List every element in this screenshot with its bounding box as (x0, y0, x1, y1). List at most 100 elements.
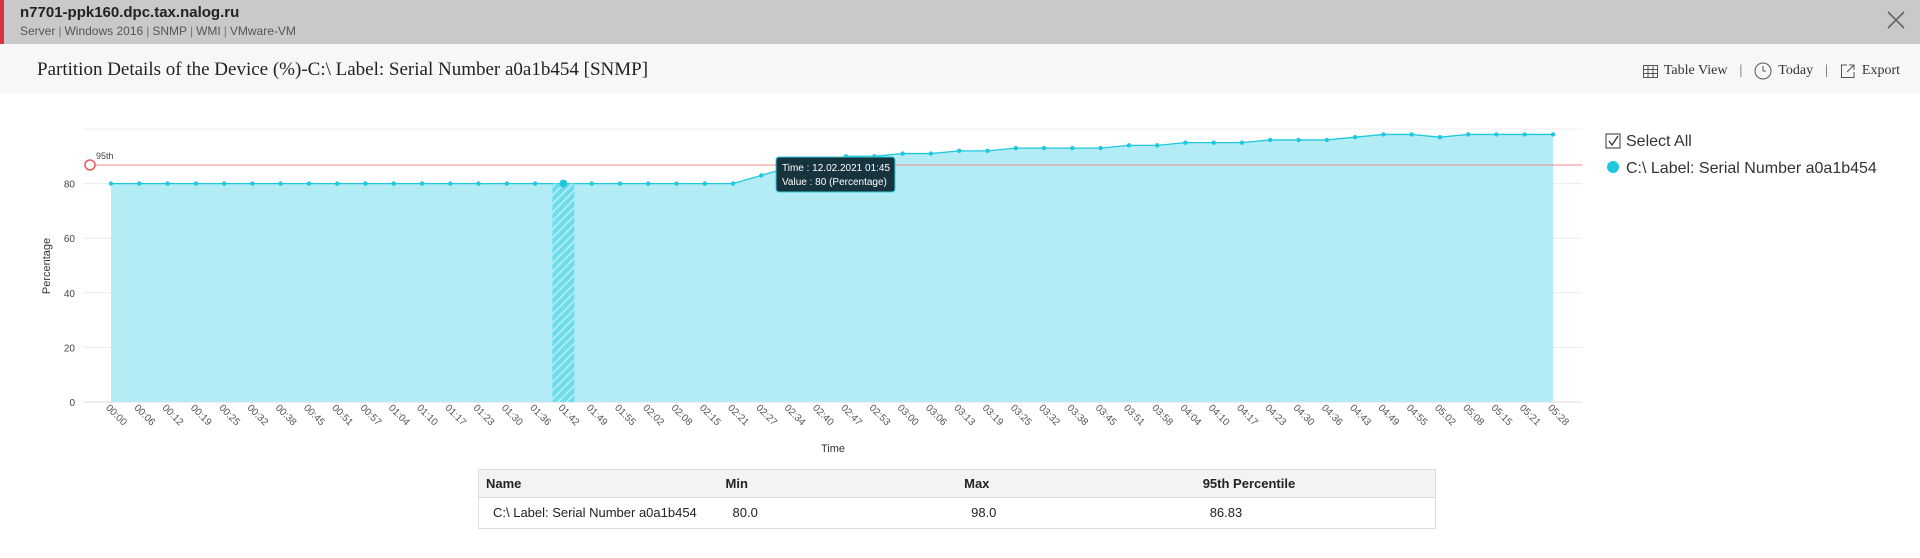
y-tick-label: 60 (64, 234, 76, 245)
data-point (759, 173, 764, 178)
y-tick-label: 0 (69, 398, 75, 409)
x-tick-label: 03:45 (1093, 403, 1119, 429)
column-header: Max (957, 469, 1196, 498)
x-tick-label: 00:19 (188, 403, 214, 429)
y-tick-label: 20 (64, 343, 76, 354)
reference-marker (84, 159, 96, 171)
device-tag: Windows 2016 (64, 24, 144, 38)
x-tick-label: 03:06 (923, 403, 949, 429)
clock-icon (1754, 62, 1772, 80)
tooltip-line: Value : 80 (Percentage) (782, 177, 887, 188)
x-tick-label: 01:04 (386, 403, 412, 429)
data-point (702, 181, 707, 186)
data-point (617, 181, 623, 186)
data-point (448, 181, 453, 186)
export-button[interactable]: Export (1840, 63, 1900, 79)
table-cell: 80.0 (732, 505, 758, 520)
data-point (1381, 132, 1386, 137)
data-point (1352, 134, 1358, 140)
x-tick-label: 05:28 (1545, 403, 1571, 429)
today-label: Today (1778, 63, 1814, 78)
x-tick-label: 03:51 (1121, 403, 1147, 429)
table-view-button[interactable]: Table View (1642, 63, 1728, 79)
data-point (532, 181, 538, 186)
x-tick-label: 04:10 (1206, 403, 1232, 429)
tag-separator: | (146, 24, 150, 38)
hover-band (552, 183, 575, 402)
device-tag: WMI (196, 24, 221, 38)
x-tick-label: 01:10 (414, 403, 440, 429)
x-tick-label: 03:00 (895, 403, 921, 429)
data-point (1070, 145, 1075, 151)
data-point (165, 181, 170, 186)
x-tick-label: 00:32 (245, 403, 271, 429)
device-tag: VMware-VM (229, 24, 296, 38)
x-tick-label: 01:23 (471, 403, 497, 429)
x-tick-label: 01:42 (556, 403, 582, 429)
chart-title: Partition Details of the Device (%)-C:\ … (37, 59, 649, 80)
legend-label: C:\ Label: Serial Number a0a1b454 (1626, 160, 1877, 177)
today-button[interactable]: Today (1754, 62, 1813, 80)
table-cell: C:\ Label: Serial Number a0a1b454 (493, 505, 697, 520)
data-point (1465, 132, 1471, 137)
close-button[interactable] (1886, 10, 1906, 30)
column-header: Min (718, 469, 958, 498)
table-cell: 86.83 (1209, 505, 1243, 520)
tag-separator: | (189, 24, 194, 38)
x-tick-label: 05:08 (1460, 403, 1486, 429)
area (111, 134, 1553, 402)
data-point (306, 181, 312, 186)
data-point (957, 148, 962, 154)
x-tick-label: 04:17 (1234, 403, 1260, 429)
x-tick-label: 00:57 (358, 403, 384, 429)
x-tick-label: 01:49 (584, 403, 610, 429)
data-point (1437, 134, 1443, 140)
data-point (1522, 132, 1527, 137)
table-cell: 98.0 (971, 505, 997, 520)
x-tick-label: 04:49 (1376, 403, 1402, 429)
x-tick-label: 03:13 (951, 403, 977, 429)
export-label: Export (1861, 63, 1900, 78)
data-point (559, 179, 568, 188)
separator: | (1825, 63, 1828, 78)
x-tick-label: 00:45 (301, 403, 327, 429)
data-point (391, 181, 396, 186)
export-icon (1840, 64, 1855, 78)
x-axis-label: Time (821, 443, 845, 455)
x-tick-label: 02:47 (838, 403, 864, 429)
x-tick-label: 03:58 (1149, 403, 1175, 429)
tag-separator: | (223, 24, 227, 38)
device-tag: SNMP (152, 24, 187, 38)
data-point (137, 181, 142, 186)
x-tick-label: 04:23 (1262, 403, 1288, 429)
reference-label: 95th (96, 151, 114, 161)
x-tick-label: 00:51 (329, 403, 355, 429)
y-tick-label: 80 (64, 180, 76, 191)
data-point (985, 148, 990, 154)
data-point (419, 181, 425, 186)
legend-marker (1607, 161, 1619, 173)
x-tick-label: 04:55 (1404, 403, 1430, 429)
device-tags: Server | Windows 2016 | SNMP | WMI | VMware-VM (20, 24, 296, 38)
x-tick-label: 05:02 (1432, 403, 1458, 429)
data-point (1296, 137, 1301, 143)
data-point (730, 181, 736, 186)
x-tick-label: 04:43 (1347, 403, 1373, 429)
x-tick-label: 04:36 (1319, 403, 1345, 429)
separator: | (1739, 63, 1743, 78)
x-tick-label: 02:02 (640, 403, 666, 429)
x-tick-label: 00:00 (103, 403, 129, 429)
data-point (504, 181, 510, 186)
x-tick-label: 03:32 (1036, 403, 1062, 429)
data-point (250, 181, 255, 186)
table-view-label: Table View (1663, 63, 1728, 78)
data-point (1239, 140, 1245, 145)
data-point (1409, 132, 1414, 137)
x-tick-label: 02:21 (725, 403, 751, 429)
data-point (1324, 137, 1330, 143)
data-point (589, 181, 594, 186)
data-point (1494, 132, 1499, 137)
x-tick-label: 03:19 (980, 403, 1006, 429)
x-tick-label: 00:25 (216, 403, 242, 429)
